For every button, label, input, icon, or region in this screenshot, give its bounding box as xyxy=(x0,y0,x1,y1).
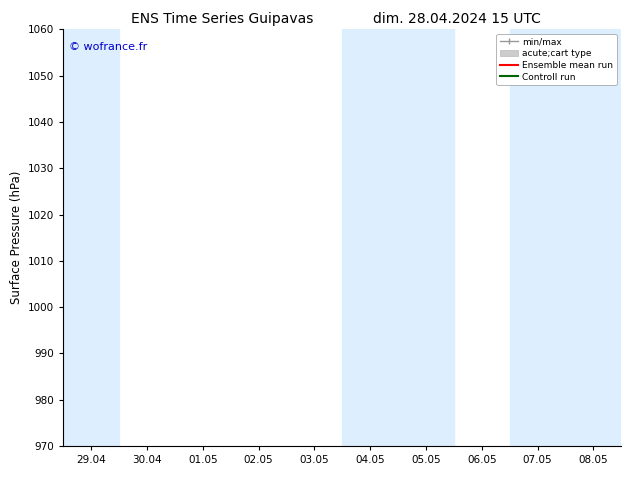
Text: ENS Time Series Guipavas: ENS Time Series Guipavas xyxy=(131,12,313,26)
Text: © wofrance.fr: © wofrance.fr xyxy=(69,42,147,52)
Bar xyxy=(342,29,454,446)
Legend: min/max, acute;cart type, Ensemble mean run, Controll run: min/max, acute;cart type, Ensemble mean … xyxy=(496,34,617,85)
Text: dim. 28.04.2024 15 UTC: dim. 28.04.2024 15 UTC xyxy=(373,12,540,26)
Bar xyxy=(510,29,621,446)
Y-axis label: Surface Pressure (hPa): Surface Pressure (hPa) xyxy=(10,171,23,304)
Bar xyxy=(63,29,119,446)
